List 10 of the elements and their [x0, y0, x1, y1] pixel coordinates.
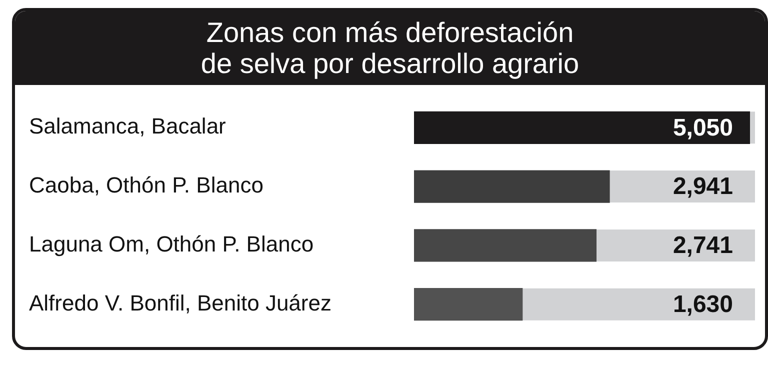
bar	[414, 111, 750, 144]
data-label: 2,741	[672, 232, 733, 260]
data-label: 1,630	[672, 290, 733, 318]
y-tick-label: Salamanca, Bacalar	[29, 114, 226, 139]
y-tick-label: Alfredo V. Bonfil, Benito Juárez	[29, 290, 332, 316]
y-tick-label: Caoba, Othón P. Blanco	[29, 172, 264, 198]
y-tick-label: Laguna Om, Othón P. Blanco	[29, 232, 314, 257]
data-label: 5,050	[672, 114, 733, 142]
data-label: 2,941	[672, 173, 733, 200]
chart-title: Zonas con más deforestación de selva por desarrollo agrario	[15, 11, 765, 85]
